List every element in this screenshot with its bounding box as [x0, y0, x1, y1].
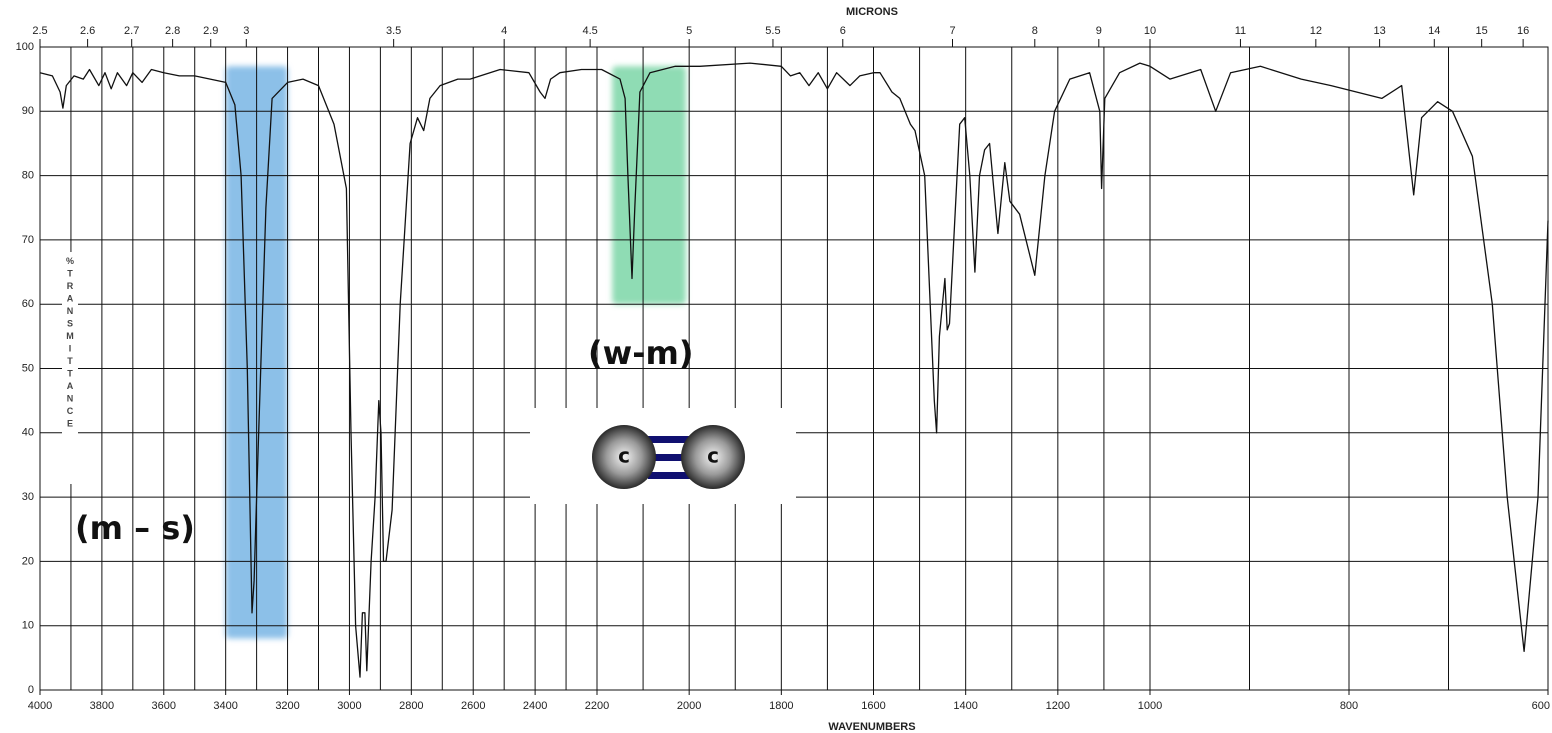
x2-tick-label: 5 [686, 25, 692, 37]
grid-layer [39, 39, 1549, 695]
x-tick-label: 2000 [677, 700, 701, 712]
bond [648, 454, 692, 461]
atom-sphere [681, 425, 745, 489]
x-tick-label: 1200 [1046, 700, 1070, 712]
y-tick-label: 60 [22, 298, 34, 310]
atom-label: c [707, 444, 719, 468]
y-tick-label: 10 [22, 620, 34, 632]
x-axis-title: WAVENUMBERS [828, 721, 915, 733]
y-tick-label: 30 [22, 491, 34, 503]
highlight-band [612, 66, 686, 305]
x2-tick-label: 14 [1428, 25, 1440, 37]
x-tick-label: 3000 [337, 700, 361, 712]
y-tick-label: 90 [22, 105, 34, 117]
x2-tick-label: 10 [1144, 25, 1156, 37]
x2-tick-label: 12 [1310, 25, 1322, 37]
y-tick-label: 100 [16, 41, 34, 53]
x2-tick-label: 2.7 [124, 25, 139, 37]
bond [648, 472, 692, 479]
y-tick-label: 0 [28, 684, 34, 696]
x-tick-label: 2600 [461, 700, 485, 712]
y-tick-label: 80 [22, 170, 34, 182]
x-tick-label: 2400 [523, 700, 547, 712]
y-tick-label: 20 [22, 555, 34, 567]
x2-tick-label: 13 [1373, 25, 1385, 37]
x2-tick-label: 5.5 [765, 25, 780, 37]
line-layer [39, 62, 1549, 678]
y-tick-label: 70 [22, 234, 34, 246]
molecule: c c [530, 408, 796, 504]
x2-tick-label: 16 [1517, 25, 1529, 37]
x2-tick-label: 4.5 [582, 25, 597, 37]
bond [648, 436, 692, 443]
y-tick-label: 40 [22, 427, 34, 439]
x2-tick-label: 9 [1096, 25, 1102, 37]
x2-tick-label: 7 [949, 25, 955, 37]
x-tick-label: 4000 [28, 700, 52, 712]
x2-tick-label: 15 [1476, 25, 1488, 37]
y-tick-label: 50 [22, 362, 34, 374]
y-axis-title: %TRANSMITTANCE [65, 256, 75, 431]
x-tick-label: 1800 [769, 700, 793, 712]
x-tick-label: 600 [1532, 700, 1550, 712]
x-tick-label: 3600 [152, 700, 176, 712]
x2-tick-label: 8 [1032, 25, 1038, 37]
x-tick-label: 3200 [275, 700, 299, 712]
x2-tick-label: 2.5 [32, 25, 47, 37]
x2-tick-label: 11 [1235, 25, 1246, 37]
x2-axis-title: MICRONS [846, 6, 898, 18]
x2-tick-label: 2.9 [203, 25, 218, 37]
x-tick-label: 1600 [861, 700, 885, 712]
x2-tick-label: 3.5 [386, 25, 401, 37]
x2-tick-label: 2.6 [80, 25, 95, 37]
atom-label: c [618, 444, 630, 468]
x2-tick-label: 6 [840, 25, 846, 37]
x-tick-label: 2800 [399, 700, 423, 712]
x-tick-label: 1400 [953, 700, 977, 712]
plot-frame [39, 46, 1549, 691]
x-tick-label: 3400 [213, 700, 237, 712]
spectrum-line [39, 62, 1549, 678]
y-title-bg [62, 252, 78, 484]
x2-tick-label: 3 [243, 25, 249, 37]
x2-tick-label: 4 [501, 25, 507, 37]
annotation: (w-m) [588, 334, 693, 372]
text-layer: MICRONS WAVENUMBERS %TRANSMITTANCE (m – … [16, 6, 1550, 733]
annotation: (m – s) [75, 509, 195, 547]
x2-tick-label: 2.8 [165, 25, 180, 37]
x-tick-label: 2200 [585, 700, 609, 712]
x-tick-label: 800 [1340, 700, 1358, 712]
atom-sphere [592, 425, 656, 489]
x-tick-label: 3800 [90, 700, 114, 712]
x-tick-label: 1000 [1138, 700, 1162, 712]
